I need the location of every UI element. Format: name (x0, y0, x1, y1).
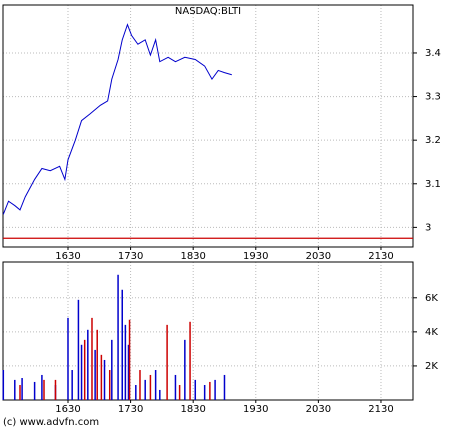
volume-bar (100, 354, 103, 400)
footer: (c) www.advfn.com (3, 417, 99, 428)
x-tick-label: 1830 (180, 251, 205, 262)
volume-bar (184, 339, 186, 400)
volume-bar (43, 379, 45, 400)
volume-bar (214, 379, 216, 400)
volume-bar (14, 379, 16, 400)
volume-bar (159, 389, 161, 400)
volume-bar (94, 349, 96, 400)
volume-bar (96, 329, 98, 400)
volume-bar (41, 374, 43, 400)
plot-frame (2, 4, 414, 248)
volume-bar (83, 339, 86, 400)
volume-bar (194, 379, 197, 400)
y-tick-label: 6K (425, 293, 438, 304)
volume-bar (80, 344, 83, 400)
volume-bar (108, 370, 111, 400)
volume-bar (139, 370, 141, 400)
x-tick-label: 1830 (180, 404, 205, 415)
volume-bar (135, 385, 137, 400)
volume-bar (209, 381, 211, 400)
x-tick-label: 1730 (118, 404, 143, 415)
x-tick-label: 2030 (306, 251, 331, 262)
volume-bar (54, 379, 57, 400)
y-tick-label: 4K (425, 327, 438, 338)
volume-bar (91, 317, 93, 400)
volume-bar (21, 378, 23, 400)
x-tick-label: 1730 (118, 251, 143, 262)
x-tick-label: 2130 (368, 404, 393, 415)
volume-bar (121, 289, 123, 400)
volume-bar (19, 385, 21, 400)
volume-bar (128, 319, 131, 400)
volume-bar (178, 385, 181, 400)
x-tick-label: 1630 (55, 251, 80, 262)
x-tick-label: 1930 (243, 404, 268, 415)
x-tick-label: 1930 (243, 251, 268, 262)
volume-bar (111, 339, 113, 400)
volume-bar (149, 374, 152, 400)
volume-bar (166, 324, 168, 400)
x-tick-label: 2130 (368, 251, 393, 262)
y-tick-label: 2K (425, 361, 438, 372)
volume-bar (87, 329, 89, 400)
chart-title: NASDAQ:BLTI (175, 6, 241, 17)
volume-bar (203, 385, 206, 400)
volume-bar (144, 379, 146, 400)
volume-bar (127, 344, 130, 400)
plot-frame (2, 261, 414, 401)
volume-bar (2, 370, 5, 400)
price-line (2, 23, 232, 215)
y-tick-label: 3.1 (425, 179, 441, 190)
volume-bar (33, 381, 36, 400)
volume-bar (77, 299, 80, 400)
y-tick-label: 3.4 (425, 48, 441, 59)
y-tick-label: 3.2 (425, 135, 441, 146)
volume-bar (223, 374, 226, 400)
volume-bar (67, 317, 69, 400)
y-tick-label: 3 (425, 222, 431, 233)
volume-bar (124, 324, 127, 400)
volume-bar (189, 321, 191, 400)
volume-bar (174, 374, 177, 400)
y-tick-label: 3.3 (425, 92, 441, 103)
volume-bar (103, 359, 106, 400)
volume-bar (154, 370, 157, 400)
volume-bar (71, 370, 73, 400)
x-tick-label: 1630 (55, 404, 80, 415)
volume-bar (117, 274, 119, 400)
x-tick-label: 2030 (306, 404, 331, 415)
